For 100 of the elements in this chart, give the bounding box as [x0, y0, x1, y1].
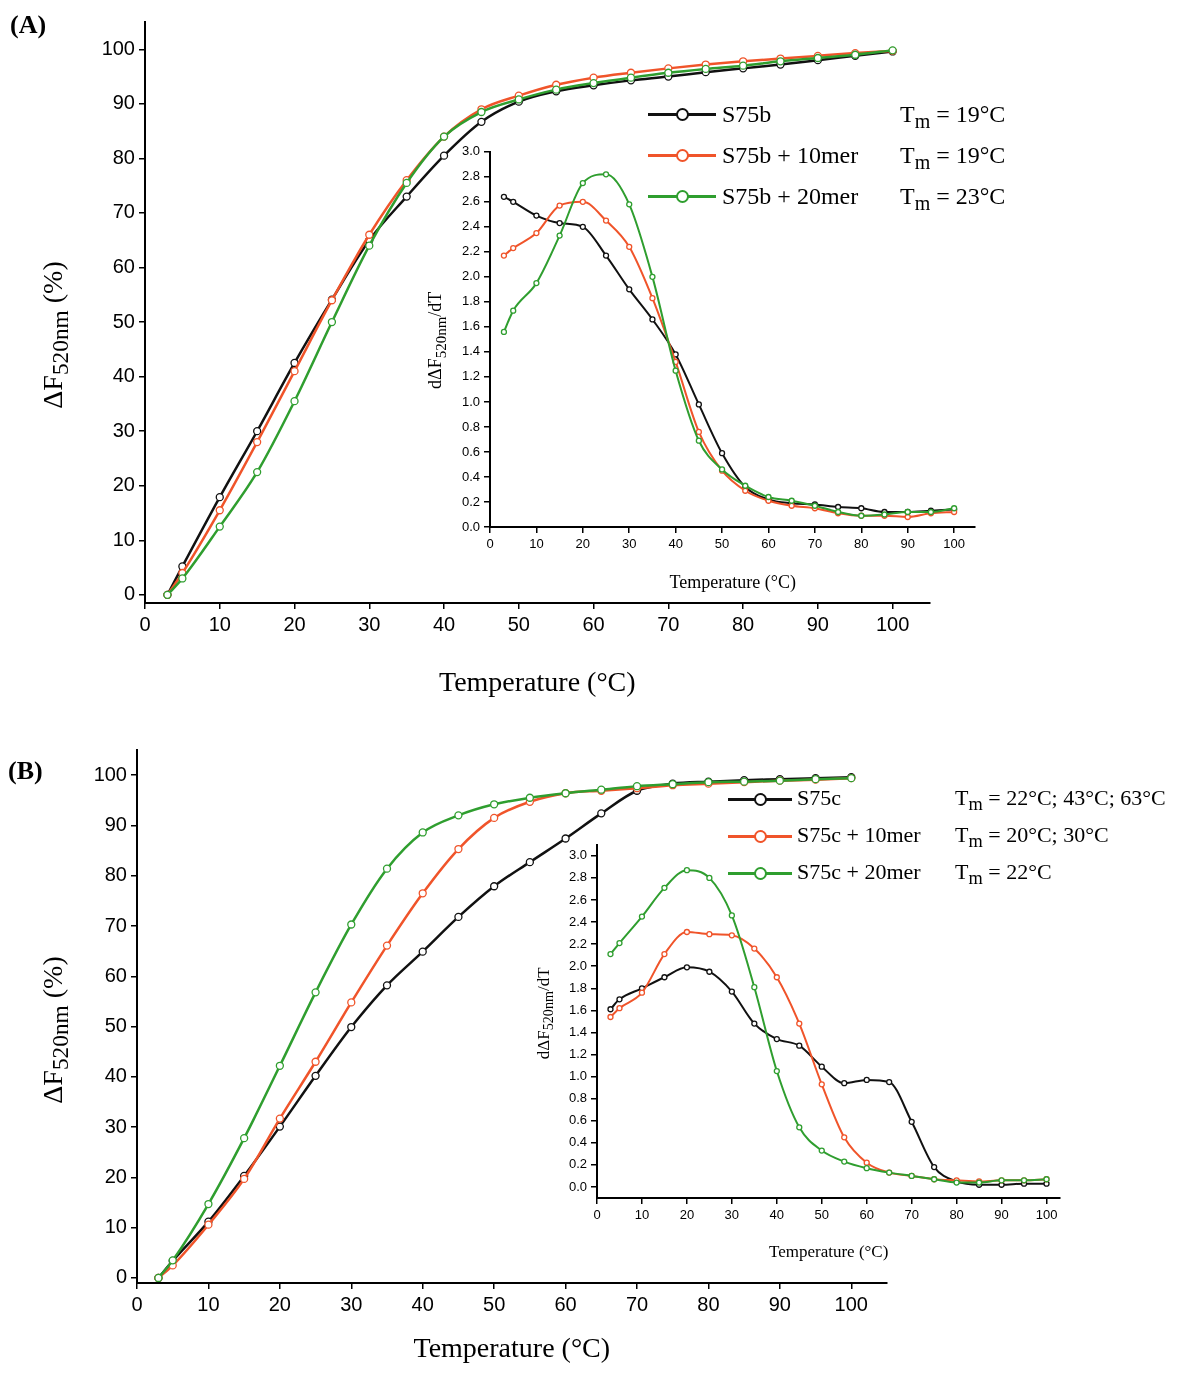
y-tick-label: 50 — [104, 1014, 127, 1037]
x-tick-label: 60 — [761, 536, 776, 552]
y-tick-label: 50 — [112, 309, 135, 332]
y-tick-label: 80 — [112, 145, 135, 168]
x-tick-label: 100 — [943, 536, 965, 552]
y-tick-label: 1.0 — [461, 393, 480, 409]
annotation: T$_{m}$ = 23°C — [900, 183, 1006, 214]
y-tick-label: 1.2 — [568, 1046, 587, 1062]
y-tick-label: 0.0 — [461, 518, 480, 534]
y-tick-label: 0.0 — [568, 1178, 587, 1194]
y-tick-label: 2.6 — [461, 193, 480, 209]
x-tick-label: 0 — [593, 1207, 601, 1223]
x-tick-label: 20 — [283, 612, 306, 635]
y-tick-label: 60 — [104, 963, 127, 986]
x-tick-label: 90 — [900, 536, 915, 552]
chart-title: (B) — [8, 756, 43, 785]
legend-label: S75b — [722, 101, 772, 127]
x-tick-label: 50 — [714, 536, 730, 552]
y-tick-label: 3.0 — [568, 847, 587, 863]
x-tick-label: 100 — [1035, 1207, 1058, 1223]
x-tick-label: 10 — [197, 1292, 220, 1315]
x-tick-label: 80 — [731, 612, 755, 635]
x-tick-label: 30 — [622, 536, 637, 552]
y-tick-label: 0 — [115, 1265, 127, 1288]
y-tick-label: 1.2 — [461, 368, 480, 384]
x-tick-label: 10 — [529, 536, 544, 552]
y-tick-label: 100 — [93, 762, 127, 785]
x-tick-label: 100 — [875, 612, 910, 635]
y-tick-label: 30 — [112, 418, 135, 441]
y-tick-label: 2.4 — [568, 913, 587, 929]
annotation: T$_{m}$ = 19°C — [900, 101, 1006, 132]
x-axis-title: Temperature (°C) — [669, 572, 796, 592]
y-tick-label: 2.8 — [568, 869, 587, 885]
y-tick-label: 100 — [101, 36, 135, 59]
x-tick-label: 80 — [854, 536, 869, 552]
x-tick-label: 70 — [625, 1292, 649, 1315]
annotation: T$_{m}$ = 22°C — [955, 859, 1052, 889]
y-tick-label: 1.0 — [568, 1068, 587, 1084]
y-tick-label: 0.2 — [461, 493, 480, 509]
y-tick-label: 90 — [112, 91, 135, 114]
y-tick-label: 1.6 — [568, 1001, 587, 1017]
x-tick-label: 90 — [994, 1207, 1009, 1223]
x-tick-label: 40 — [668, 536, 683, 552]
x-tick-label: 80 — [697, 1292, 720, 1315]
y-tick-label: 40 — [112, 364, 135, 387]
x-tick-label: 90 — [768, 1292, 791, 1315]
x-tick-label: 50 — [814, 1207, 829, 1223]
x-tick-label: 70 — [807, 536, 823, 552]
y-tick-label: 1.4 — [568, 1024, 587, 1040]
legend-label: S75c + 20mer — [797, 859, 921, 884]
y-tick-label: 30 — [104, 1114, 127, 1137]
y-tick-label: 0.6 — [461, 443, 480, 459]
y-tick-label: 2.2 — [568, 935, 587, 951]
y-tick-label: 20 — [112, 473, 135, 496]
x-tick-label: 100 — [834, 1292, 868, 1315]
y-tick-label: 2.0 — [568, 957, 587, 973]
x-tick-label: 0 — [139, 612, 151, 635]
y-tick-label: 2.0 — [461, 268, 480, 284]
x-axis-title: Temperature (°C) — [769, 1242, 889, 1261]
y-tick-label: 70 — [112, 200, 135, 223]
y-tick-label: 1.8 — [461, 293, 480, 309]
x-tick-label: 40 — [432, 612, 456, 635]
annotation: T$_{m}$ = 19°C — [900, 142, 1006, 173]
y-tick-label: 2.8 — [461, 168, 480, 184]
x-tick-label: 30 — [724, 1207, 740, 1223]
y-tick-label: 2.2 — [461, 243, 480, 259]
x-tick-label: 40 — [411, 1292, 434, 1315]
y-tick-label: 0.6 — [568, 1112, 587, 1128]
y-tick-label: 2.4 — [461, 218, 480, 234]
y-tick-label: 3.0 — [461, 143, 480, 159]
x-tick-label: 30 — [358, 612, 381, 635]
x-tick-label: 40 — [769, 1207, 785, 1223]
legend-label: S75c — [797, 785, 841, 810]
y-tick-label: 70 — [104, 913, 127, 936]
x-tick-label: 60 — [859, 1207, 874, 1223]
legend-label: S75b + 20mer — [722, 183, 859, 209]
x-tick-label: 0 — [486, 536, 494, 552]
x-axis-title: Temperature (°C) — [413, 1332, 611, 1363]
x-tick-label: 50 — [507, 612, 530, 635]
y-tick-label: 0.8 — [461, 418, 480, 434]
x-tick-label: 70 — [904, 1207, 919, 1223]
y-tick-label: 0.4 — [461, 468, 480, 484]
x-tick-label: 50 — [483, 1292, 506, 1315]
x-tick-label: 90 — [806, 612, 829, 635]
x-axis-title: Temperature (°C) — [439, 666, 636, 697]
y-tick-label: 1.6 — [461, 318, 480, 334]
x-tick-label: 30 — [340, 1292, 363, 1315]
legend-label: S75c + 10mer — [797, 822, 921, 847]
y-tick-label: 0.2 — [568, 1156, 587, 1172]
y-tick-label: 0.4 — [568, 1134, 587, 1150]
x-tick-label: 20 — [268, 1292, 291, 1315]
text: T$_{m}$ = 22°C; 43°C; 63°C — [955, 785, 1166, 815]
chart-title: (A) — [10, 10, 47, 39]
y-tick-label: 1.8 — [568, 979, 587, 995]
x-tick-label: 10 — [208, 612, 231, 635]
x-tick-label: 70 — [657, 612, 680, 635]
y-tick-label: 80 — [104, 863, 127, 886]
y-tick-label: 40 — [104, 1064, 127, 1087]
y-tick-label: 90 — [104, 812, 127, 835]
y-tick-label: 1.4 — [461, 343, 480, 359]
